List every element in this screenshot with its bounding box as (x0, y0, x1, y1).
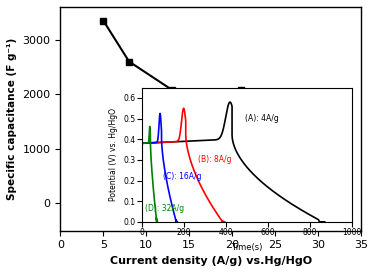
X-axis label: Current density (A/g) vs.Hg/HgO: Current density (A/g) vs.Hg/HgO (110, 256, 312, 266)
Y-axis label: Specific capacitance (F g⁻¹): Specific capacitance (F g⁻¹) (7, 38, 17, 200)
